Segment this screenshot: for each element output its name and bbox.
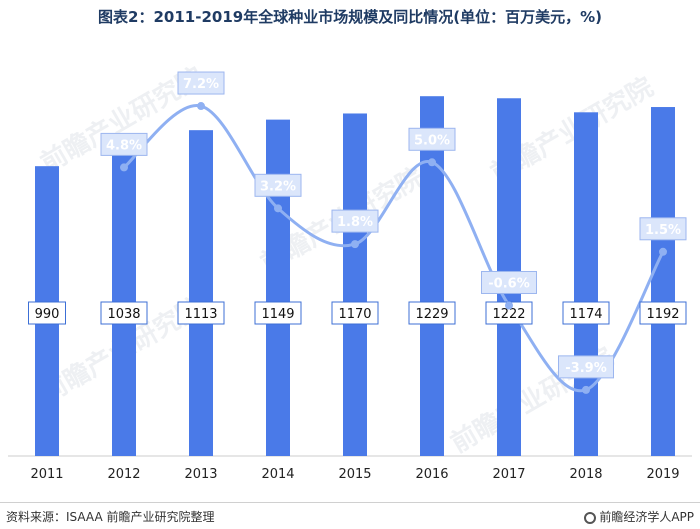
- x-tick-label: 2017: [492, 467, 525, 482]
- bar-2018: [574, 112, 598, 456]
- bar-2015: [343, 113, 367, 456]
- bar-value-label: 1229: [415, 307, 448, 322]
- x-tick-label: 2012: [107, 467, 140, 482]
- brand-logo-icon: [584, 512, 597, 524]
- bar-value-label: 1222: [492, 307, 525, 322]
- growth-point: [582, 385, 590, 394]
- growth-value-label: -0.6%: [488, 276, 529, 291]
- bar-value-box: [408, 301, 456, 325]
- bar-value-label: 1170: [338, 307, 371, 322]
- bar-value-box: [639, 301, 687, 325]
- bar-value-label: 1113: [184, 307, 217, 322]
- bar-value-label: 990: [35, 307, 60, 322]
- bar-value-box: [562, 301, 610, 325]
- growth-point: [351, 240, 359, 249]
- growth-value-box: [408, 127, 456, 151]
- footer: 资料来源：ISAAA 前瞻产业研究院整理 前瞻经济学人APP: [0, 502, 700, 529]
- x-tick-label: 2011: [30, 467, 63, 482]
- x-tick-label: 2013: [184, 467, 217, 482]
- growth-value-label: -3.9%: [565, 361, 606, 376]
- chart-title: 图表2：2011-2019年全球种业市场规模及同比情况(单位：百万美元，%): [98, 8, 602, 26]
- bar-2014: [266, 119, 290, 456]
- bar-value-box: [177, 301, 225, 325]
- growth-value-box: [100, 132, 148, 156]
- growth-point: [197, 102, 205, 111]
- bar-value-box: [100, 301, 148, 325]
- growth-value-label: 1.8%: [337, 215, 373, 230]
- growth-value-box: [331, 209, 379, 233]
- growth-value-box: [481, 270, 537, 294]
- growth-value-label: 1.5%: [645, 223, 681, 238]
- bar-value-label: 1038: [107, 307, 140, 322]
- growth-value-box: [639, 217, 687, 241]
- bar-value-label: 1149: [261, 307, 294, 322]
- growth-value-box: [254, 173, 302, 197]
- bar-value-box: [28, 301, 66, 325]
- growth-value-label: 4.8%: [106, 138, 142, 153]
- brand-text: 前瞻经济学人APP: [599, 510, 694, 524]
- bar-2019: [651, 107, 675, 456]
- growth-value-box: [177, 71, 225, 95]
- growth-point: [659, 247, 667, 256]
- bar-2016: [420, 96, 444, 456]
- brand-label: 前瞻经济学人APP: [584, 508, 694, 525]
- growth-value-label: 5.0%: [414, 133, 450, 148]
- growth-point: [428, 158, 436, 167]
- growth-value-box: [558, 355, 614, 379]
- growth-value-label: 3.2%: [260, 179, 296, 194]
- growth-value-label: 7.2%: [183, 77, 219, 92]
- bar-value-box: [331, 301, 379, 325]
- x-tick-label: 2014: [261, 467, 294, 482]
- x-tick-label: 2019: [646, 467, 679, 482]
- growth-point: [274, 204, 282, 213]
- growth-point: [505, 301, 513, 310]
- x-tick-label: 2018: [569, 467, 602, 482]
- x-tick-label: 2016: [415, 467, 448, 482]
- x-tick-label: 2015: [338, 467, 371, 482]
- bar-value-label: 1192: [646, 307, 679, 322]
- bar-value-box: [254, 301, 302, 325]
- bar-value-label: 1174: [569, 307, 602, 322]
- bar-2013: [189, 130, 213, 456]
- growth-point: [120, 163, 128, 172]
- source-note: 资料来源：ISAAA 前瞻产业研究院整理: [6, 510, 215, 524]
